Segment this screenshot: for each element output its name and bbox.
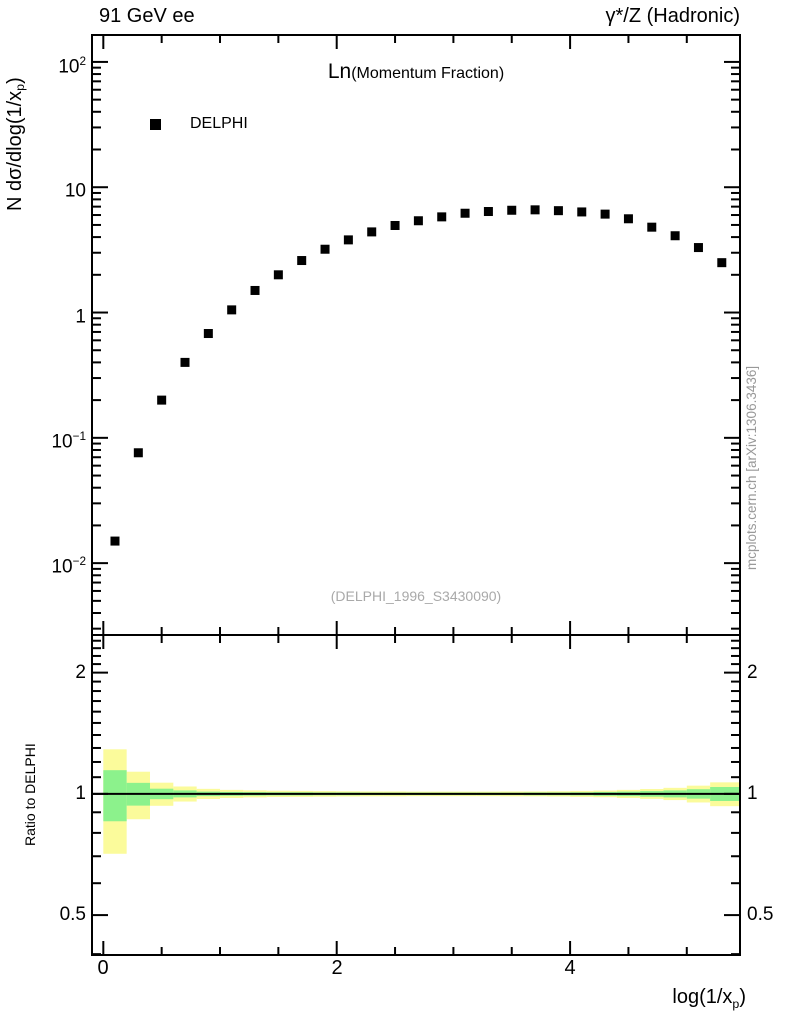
x-tick-2: 2 [331, 957, 343, 979]
watermark-analysis-id: (DELPHI_1996_S3430090) [330, 588, 502, 604]
ratio-tick-1-right: 1 [747, 783, 758, 804]
header-process: γ*/Z (Hadronic) [605, 5, 740, 27]
y-axis-title: N dσ/dlog(1/xp) [4, 77, 27, 211]
axis-ticks [92, 35, 740, 956]
y-tick-1e-2: 10−2 [51, 555, 86, 578]
x-axis-title: log(1/xp) [672, 986, 746, 1011]
y-tick-1e2: 102 [58, 55, 86, 78]
y-tick-1e-1: 10−1 [51, 430, 86, 453]
legend-label: DELPHI [190, 115, 248, 132]
header-beam-energy: 91 GeV ee [99, 5, 195, 27]
plot-title-sub: (Momentum Fraction) [351, 65, 505, 82]
side-note-mcplots: mcplots.cern.ch [arXiv:1306.3436] [744, 365, 759, 571]
y-tick-1e1: 10 [64, 180, 86, 202]
ratio-frame [91, 634, 741, 956]
plot-title-main: Ln [327, 60, 352, 83]
x-tick-4: 4 [564, 957, 576, 979]
y-tick-1: 1 [75, 306, 86, 328]
ratio-tick-1-left: 1 [75, 783, 86, 804]
legend-marker-square [150, 119, 161, 130]
ratio-bands [103, 749, 741, 854]
ratio-tick-05-left: 0.5 [59, 904, 86, 925]
ratio-tick-2-left: 2 [75, 662, 86, 683]
plot-title: Ln(Momentum Fraction) [92, 60, 740, 84]
ratio-tick-05-right: 0.5 [747, 904, 774, 925]
data-points [110, 205, 727, 546]
ratio-axis-title: Ratio to DELPHI [22, 743, 38, 847]
ratio-tick-2-right: 2 [747, 662, 758, 683]
outer-uncertainty-band [103, 749, 741, 854]
x-tick-0: 0 [97, 957, 109, 979]
